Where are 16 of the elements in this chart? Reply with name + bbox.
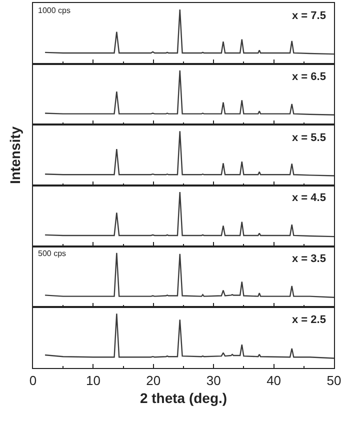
annotation: 1000 cps (38, 6, 70, 15)
x-tick-label: 20 (146, 372, 161, 388)
x-tick-label: 0 (29, 372, 37, 388)
y-axis-title: Intensity (6, 126, 23, 184)
x-tick-label: 50 (326, 372, 342, 388)
annotation: x = 3.5 (292, 253, 326, 265)
annotation: x = 2.5 (292, 314, 326, 326)
annotation: x = 6.5 (292, 71, 326, 83)
annotation: x = 7.5 (292, 10, 326, 22)
x-tick-label: 10 (86, 372, 100, 388)
x-tick-label: 30 (206, 372, 221, 388)
annotation: x = 4.5 (292, 192, 326, 204)
annotation: 500 cps (38, 249, 66, 258)
annotation: x = 5.5 (292, 132, 326, 144)
x-tick-label: 40 (266, 372, 282, 388)
x-axis-title: 2 theta (deg.) (140, 390, 228, 406)
